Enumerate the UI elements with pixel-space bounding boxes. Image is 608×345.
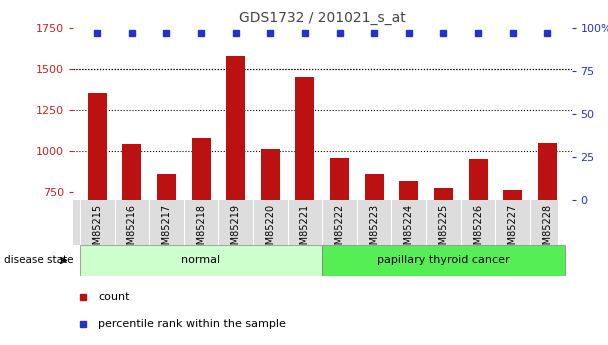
- Bar: [469, 159, 488, 315]
- Text: papillary thyroid cancer: papillary thyroid cancer: [377, 256, 510, 265]
- Bar: [192, 138, 210, 315]
- Text: GSM85220: GSM85220: [265, 204, 275, 257]
- Bar: [122, 144, 141, 315]
- Text: count: count: [98, 292, 130, 302]
- Text: GSM85216: GSM85216: [127, 204, 137, 257]
- Text: GSM85222: GSM85222: [334, 204, 345, 257]
- Bar: [295, 77, 314, 315]
- Text: GSM85223: GSM85223: [369, 204, 379, 257]
- Text: GSM85227: GSM85227: [508, 204, 517, 257]
- Text: GSM85215: GSM85215: [92, 204, 102, 257]
- Bar: [261, 149, 280, 315]
- Text: GSM85228: GSM85228: [542, 204, 552, 257]
- Text: GSM85224: GSM85224: [404, 204, 414, 257]
- Bar: [226, 56, 245, 315]
- Text: normal: normal: [182, 256, 221, 265]
- Text: GSM85218: GSM85218: [196, 204, 206, 257]
- Text: percentile rank within the sample: percentile rank within the sample: [98, 319, 286, 329]
- Bar: [88, 93, 107, 315]
- Text: disease state: disease state: [4, 256, 73, 265]
- Bar: [434, 188, 453, 315]
- Text: GSM85221: GSM85221: [300, 204, 310, 257]
- Bar: [157, 174, 176, 315]
- Text: GSM85219: GSM85219: [230, 204, 241, 257]
- Text: GSM85217: GSM85217: [162, 204, 171, 257]
- Title: GDS1732 / 201021_s_at: GDS1732 / 201021_s_at: [239, 11, 406, 25]
- Bar: [365, 174, 384, 315]
- Bar: [399, 181, 418, 315]
- Bar: [503, 190, 522, 315]
- Bar: [330, 158, 349, 315]
- Bar: [322, 245, 565, 276]
- Bar: [80, 245, 322, 276]
- Text: GSM85225: GSM85225: [438, 204, 449, 257]
- Text: GSM85226: GSM85226: [473, 204, 483, 257]
- Bar: [537, 142, 557, 315]
